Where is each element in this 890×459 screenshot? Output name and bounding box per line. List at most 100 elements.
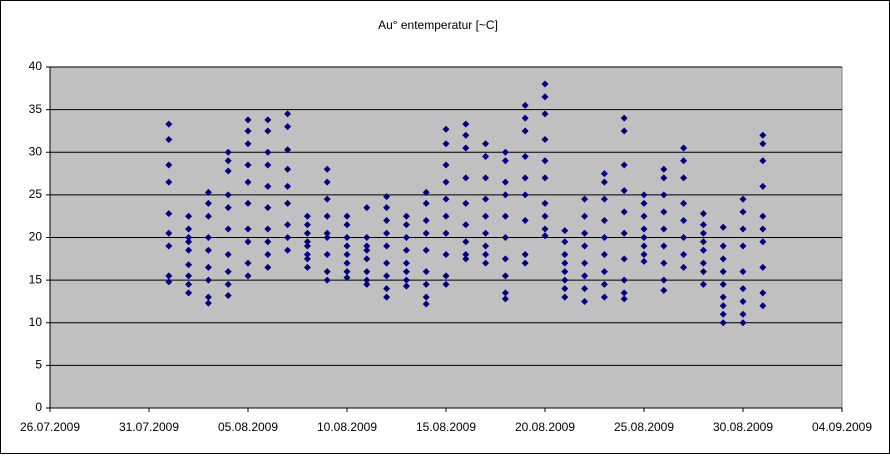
data-point	[323, 178, 331, 186]
data-point	[482, 251, 490, 259]
y-tick-label: 15	[29, 272, 43, 286]
data-point	[284, 234, 292, 241]
data-point	[521, 216, 529, 224]
data-point	[501, 178, 509, 186]
data-point	[561, 276, 569, 284]
data-point	[521, 153, 529, 161]
y-tick-label: 25	[29, 187, 43, 201]
data-point	[422, 229, 430, 237]
data-point	[224, 251, 232, 259]
data-point	[244, 259, 252, 267]
data-point	[660, 174, 668, 182]
data-point	[719, 293, 727, 301]
data-point	[561, 293, 569, 301]
data-point	[482, 140, 490, 148]
data-point	[600, 268, 608, 276]
data-point	[739, 225, 747, 233]
data-point	[303, 229, 311, 237]
data-point	[383, 293, 391, 301]
x-tick-label: 15.08.2009	[416, 420, 476, 434]
data-point	[204, 246, 212, 254]
data-point	[165, 210, 173, 218]
data-point	[541, 174, 549, 182]
data-point	[323, 234, 331, 241]
data-point	[581, 259, 589, 267]
data-point	[620, 295, 628, 303]
data-point	[402, 282, 410, 290]
data-point	[442, 280, 450, 288]
data-point	[284, 182, 292, 190]
data-point	[204, 188, 212, 196]
data-point	[264, 182, 272, 190]
data-point	[660, 259, 668, 267]
data-point	[620, 276, 628, 284]
data-point	[759, 212, 767, 220]
data-point	[501, 148, 509, 156]
data-point	[264, 251, 272, 259]
data-point	[620, 127, 628, 135]
data-point	[323, 276, 331, 284]
data-point	[719, 268, 727, 276]
data-point	[402, 246, 410, 254]
data-point	[303, 221, 311, 229]
data-point	[422, 293, 430, 301]
data-point	[165, 278, 173, 286]
data-point	[501, 255, 509, 263]
data-point	[482, 242, 490, 250]
x-tick-label: 30.08.2009	[713, 420, 773, 434]
data-point	[561, 251, 569, 259]
data-point	[284, 110, 292, 118]
data-point	[541, 135, 549, 143]
data-point	[719, 242, 727, 250]
data-point	[660, 286, 668, 294]
data-point	[363, 276, 371, 284]
data-point	[323, 268, 331, 276]
data-point	[680, 144, 688, 152]
data-point	[422, 188, 430, 196]
data-point	[521, 127, 529, 135]
data-point	[640, 251, 648, 259]
data-point	[541, 80, 549, 88]
data-point	[561, 259, 569, 267]
data-point	[442, 195, 450, 203]
data-point	[640, 234, 648, 241]
data-point	[541, 110, 549, 118]
data-point	[561, 285, 569, 293]
data-point	[323, 195, 331, 203]
x-tick-label: 26.07.2009	[20, 420, 80, 434]
data-point	[501, 157, 509, 165]
data-point	[244, 238, 252, 246]
data-point	[620, 289, 628, 297]
data-point	[204, 293, 212, 301]
data-point	[442, 161, 450, 169]
data-point	[284, 123, 292, 131]
data-point	[165, 178, 173, 186]
data-point	[600, 234, 608, 241]
data-point	[521, 101, 529, 109]
data-point	[462, 238, 470, 246]
data-point	[739, 285, 747, 293]
data-point	[680, 174, 688, 182]
data-point	[600, 170, 608, 178]
data-point	[719, 319, 727, 327]
data-point	[343, 274, 351, 282]
data-point	[462, 144, 470, 152]
data-point	[224, 268, 232, 276]
data-point	[759, 238, 767, 246]
data-point	[264, 116, 272, 124]
data-point	[600, 195, 608, 203]
x-tick-label: 10.08.2009	[317, 420, 377, 434]
data-point	[482, 195, 490, 203]
data-point	[541, 199, 549, 207]
data-point	[402, 234, 410, 241]
data-point	[244, 178, 252, 186]
data-point	[521, 191, 529, 199]
data-point	[204, 212, 212, 220]
data-point	[185, 280, 193, 288]
data-point	[204, 263, 212, 271]
data-point	[739, 195, 747, 203]
data-point	[343, 212, 351, 220]
data-point	[462, 255, 470, 263]
data-point	[600, 251, 608, 259]
data-point	[462, 199, 470, 207]
